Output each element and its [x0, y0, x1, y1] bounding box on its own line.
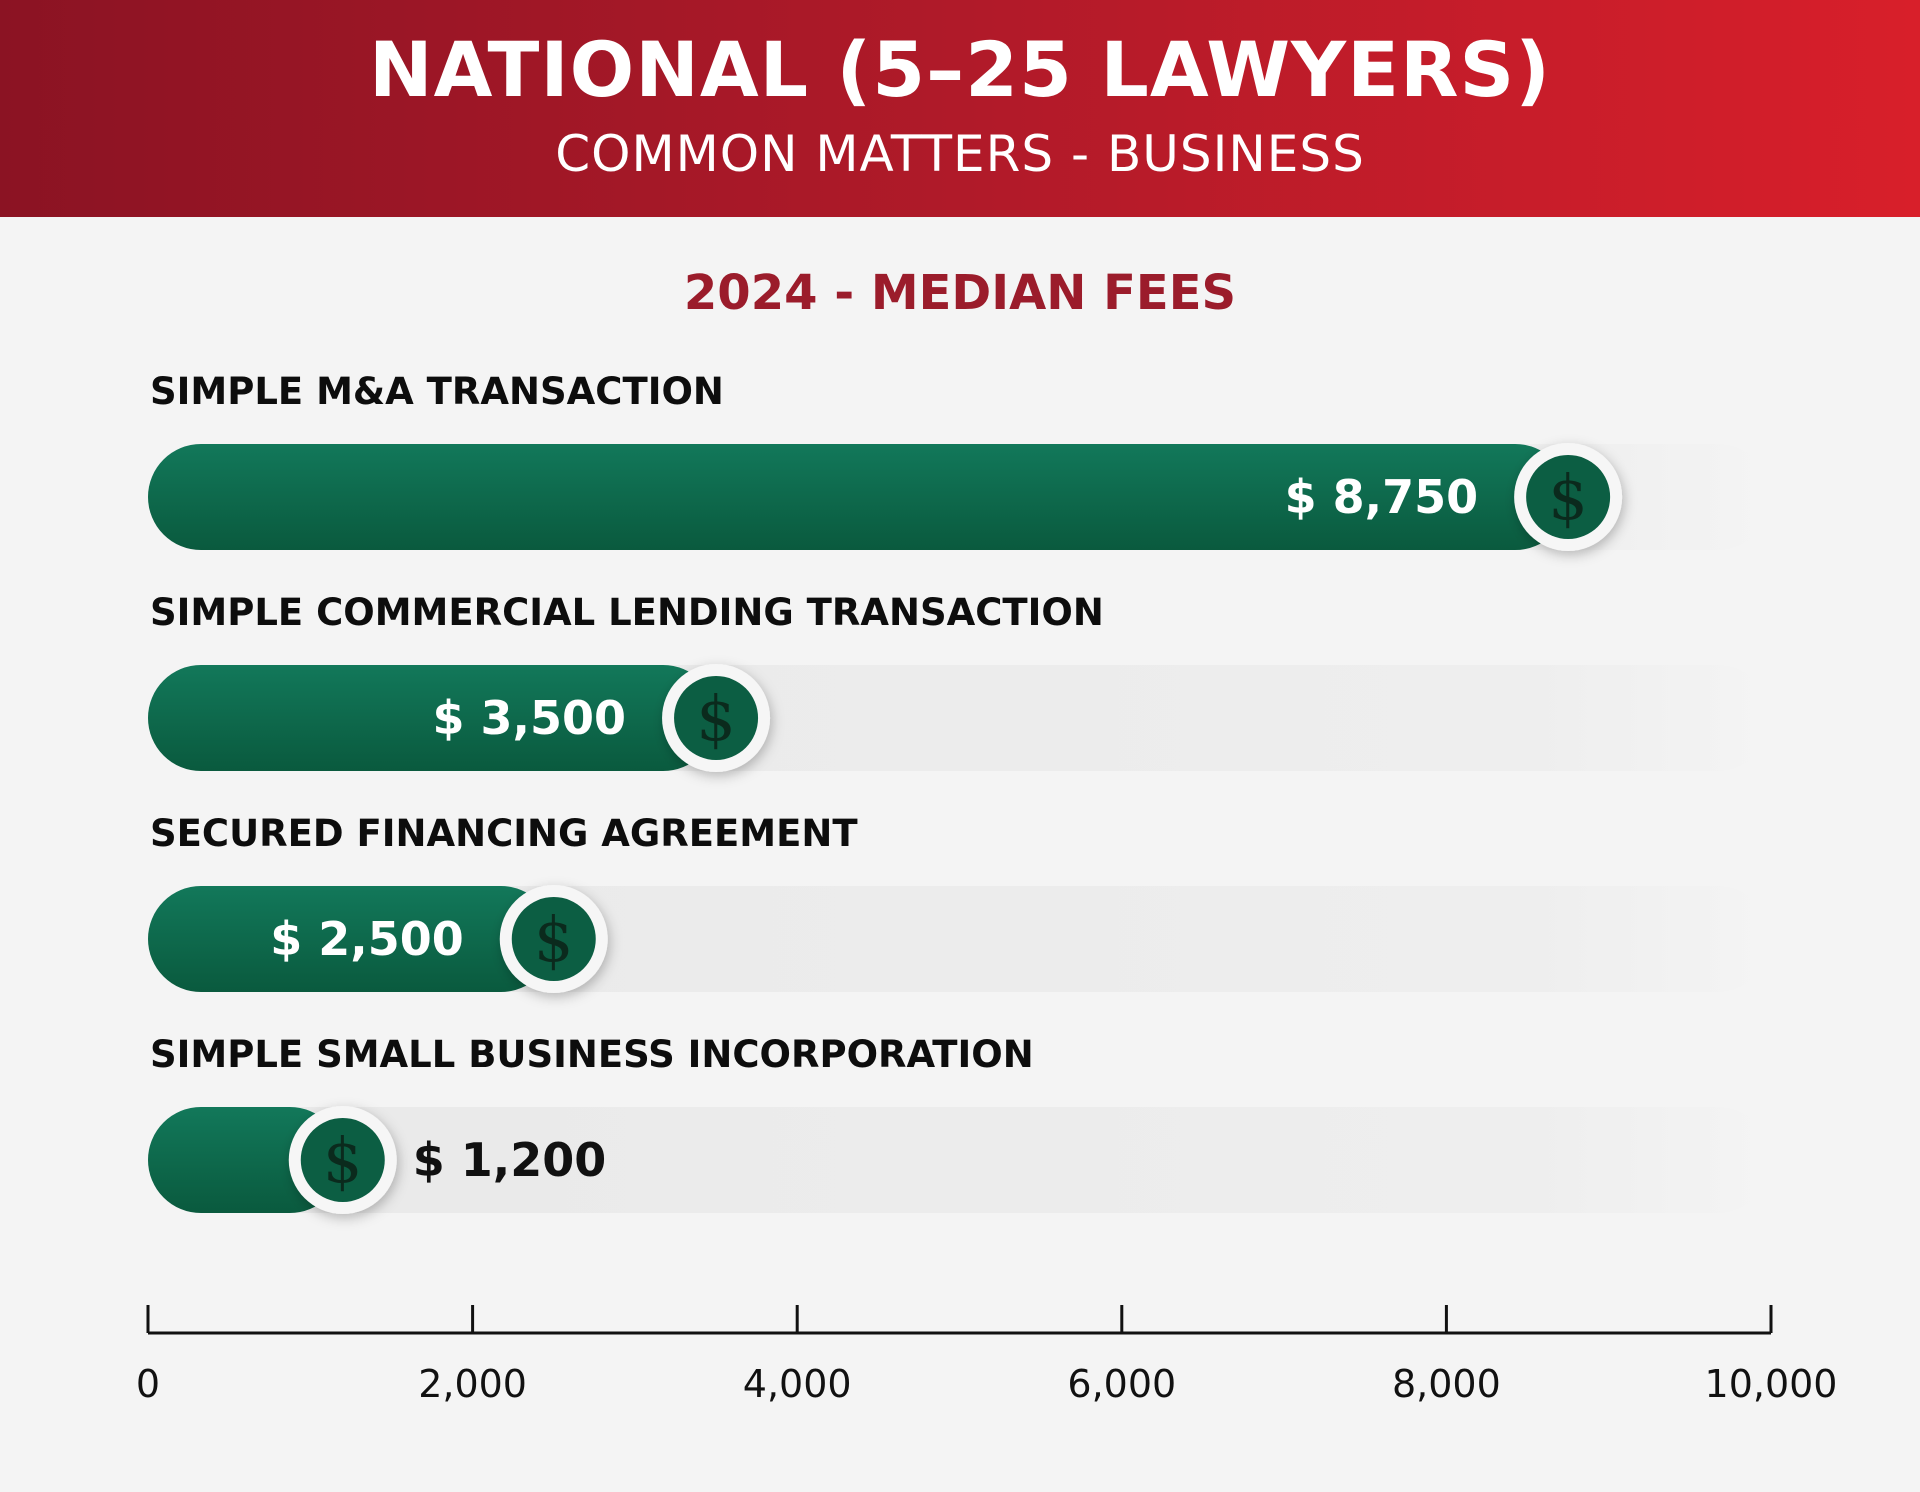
dollar-icon: $: [288, 1106, 397, 1214]
dollar-glyph: $: [323, 1124, 362, 1197]
bar-track: [148, 1107, 1771, 1213]
dollar-icon: $: [1514, 443, 1623, 551]
x-tick-label: 2,000: [418, 1362, 527, 1406]
value-label: $ 3,500: [433, 691, 627, 745]
chart-title: 2024 - MEDIAN FEES: [683, 265, 1237, 321]
x-tick-label: 0: [136, 1362, 160, 1406]
x-tick-label: 8,000: [1392, 1362, 1501, 1406]
category-label: SIMPLE M&A TRANSACTION: [150, 370, 724, 413]
bar: [148, 444, 1569, 550]
x-tick-label: 4,000: [743, 1362, 852, 1406]
x-tick-label: 10,000: [1705, 1362, 1838, 1406]
dollar-icon: $: [662, 664, 771, 772]
value-label: $ 2,500: [270, 912, 464, 966]
page-title: NATIONAL (5–25 LAWYERS): [369, 25, 1551, 114]
page-subtitle: COMMON MATTERS - BUSINESS: [555, 125, 1365, 183]
value-label: $ 8,750: [1285, 470, 1479, 524]
x-tick-label: 6,000: [1067, 1362, 1176, 1406]
dollar-glyph: $: [534, 903, 573, 976]
category-label: SIMPLE COMMERCIAL LENDING TRANSACTION: [150, 591, 1104, 634]
category-label: SIMPLE SMALL BUSINESS INCORPORATION: [150, 1033, 1034, 1076]
category-label: SECURED FINANCING AGREEMENT: [150, 812, 858, 855]
value-label: $ 1,200: [413, 1133, 607, 1187]
bar: [148, 886, 554, 992]
dollar-glyph: $: [696, 682, 735, 755]
bar: [148, 665, 717, 771]
dollar-glyph: $: [1548, 461, 1587, 534]
bar: [148, 1107, 343, 1213]
header-banner: NATIONAL (5–25 LAWYERS) COMMON MATTERS -…: [0, 0, 1920, 217]
dollar-icon: $: [499, 885, 608, 993]
